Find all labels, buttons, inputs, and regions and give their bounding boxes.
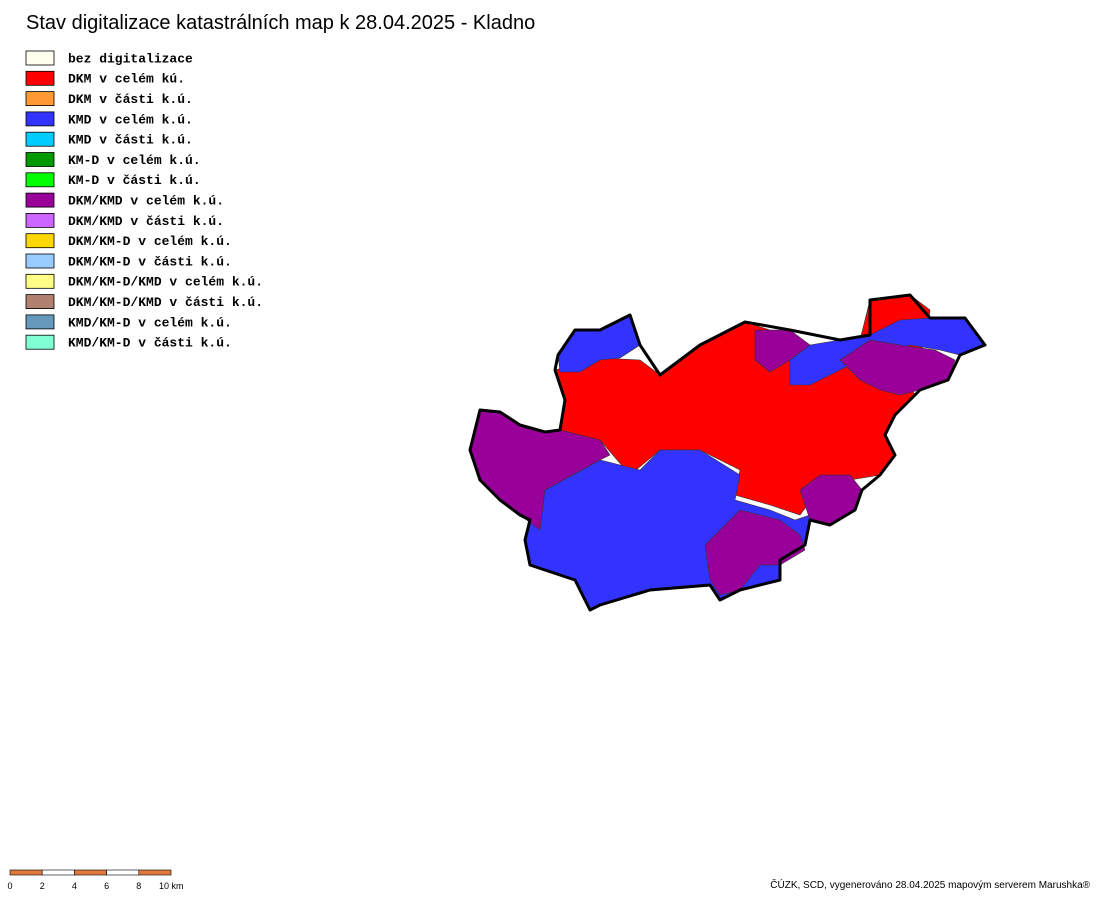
- map: [468, 293, 987, 612]
- legend-label: KMD v celém k.ú.: [68, 112, 193, 127]
- scale-segment: [74, 869, 107, 876]
- district-outline: [468, 293, 987, 612]
- legend-label: DKM v celém kú.: [68, 72, 185, 87]
- legend-swatch: [25, 50, 55, 66]
- scale-label: 8: [136, 881, 141, 891]
- scale-label: 0: [7, 881, 12, 891]
- legend-label: DKM/KMD v celém k.ú.: [68, 194, 224, 209]
- scale-segment: [106, 869, 140, 876]
- legend: bez digitalizace DKM v celém kú. DKM v čás…: [25, 50, 263, 351]
- legend-label: KM-D v části k.ú.: [68, 173, 201, 188]
- scale-label: 4: [72, 881, 77, 891]
- legend-label: DKM/KM-D/KMD v celém k.ú.: [68, 275, 263, 290]
- legend-swatch: [25, 152, 55, 167]
- legend-swatch: [25, 70, 55, 86]
- legend-swatch: [25, 131, 55, 147]
- scale-label: 6: [104, 881, 109, 891]
- legend-label: DKM/KM-D/KMD v části k.ú.: [68, 295, 263, 310]
- scale-bar: 0 2 4 6 8 10 km: [7, 869, 184, 891]
- legend-swatch: [25, 314, 55, 330]
- scale-segment: [41, 869, 75, 876]
- scale-segment: [138, 869, 172, 876]
- legend-swatch: [25, 273, 55, 289]
- legend-swatch: [25, 111, 55, 127]
- legend-label: DKM/KM-D v části k.ú.: [68, 254, 232, 269]
- legend-swatch: [25, 233, 55, 249]
- map-title: Stav digitalizace katastrálních map k 28…: [26, 12, 535, 34]
- legend-swatch: [25, 253, 55, 269]
- legend-label: DKM/KM-D v celém k.ú.: [68, 234, 232, 249]
- legend-swatch: [25, 91, 55, 106]
- scale-segment: [9, 869, 43, 876]
- legend-swatch: [25, 172, 55, 188]
- legend-label: KMD v části k.ú.: [68, 133, 193, 148]
- legend-label: KMD/KM-D v celém k.ú.: [68, 315, 232, 330]
- legend-swatch: [25, 294, 55, 310]
- legend-swatch: [25, 192, 55, 208]
- legend-label: KM-D v celém k.ú.: [68, 153, 201, 168]
- legend-label: DKM v části k.ú.: [68, 92, 193, 107]
- scale-label: 2: [40, 881, 45, 891]
- scale-label: 10 km: [159, 881, 184, 891]
- legend-label: DKM/KMD v části k.ú.: [68, 214, 224, 229]
- legend-label: bez digitalizace: [68, 51, 193, 66]
- legend-label: KMD/KM-D v části k.ú.: [68, 336, 232, 351]
- legend-swatch: [25, 212, 55, 228]
- credit: ČÚZK, SCD, vygenerováno 28.04.2025 mapov…: [770, 878, 1090, 891]
- legend-swatch: [25, 334, 55, 350]
